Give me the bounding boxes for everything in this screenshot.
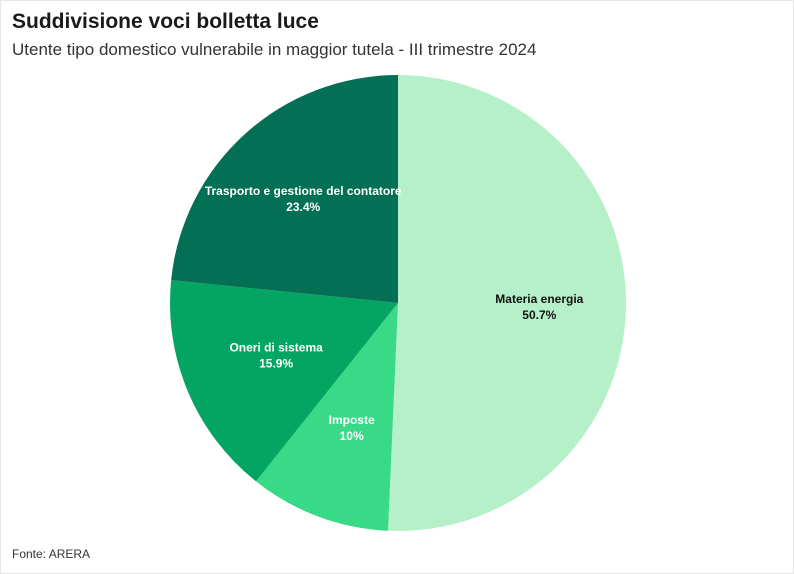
chart-title: Suddivisione voci bolletta luce [12, 10, 319, 33]
pie-slice-2 [256, 303, 398, 531]
slice-label-name-3: Oneri di sistema [229, 340, 323, 354]
slice-label-name-1: Materia energia [495, 292, 583, 306]
slice-label-value-2: 10% [340, 429, 364, 443]
chart-source: Fonte: ARERA [12, 547, 91, 561]
slice-label-value-1: 50.7% [522, 308, 556, 322]
pie-slice-1 [387, 75, 626, 531]
slice-label-name-2: Imposte [329, 413, 375, 427]
chart-subtitle: Utente tipo domestico vulnerabile in mag… [12, 40, 537, 59]
slice-label-name-4: Trasporto e gestione del contatore [205, 184, 402, 198]
pie-slice-4 [171, 75, 398, 303]
pie-slice-3 [170, 280, 398, 482]
slice-label-value-4: 23.4% [286, 200, 320, 214]
slice-label-value-3: 15.9% [259, 356, 293, 370]
